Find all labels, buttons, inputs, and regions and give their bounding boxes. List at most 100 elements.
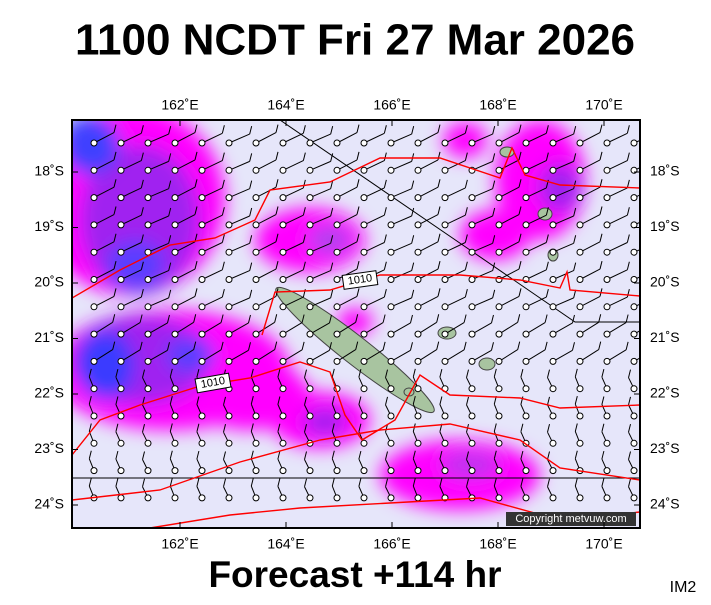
station: [90, 221, 98, 229]
station: [495, 248, 503, 256]
station: [495, 385, 503, 393]
barb-staff: [120, 296, 142, 308]
barb-feather: [492, 180, 496, 189]
barb-feather: [545, 261, 549, 270]
barb-feather: [140, 261, 144, 270]
barb-staff: [606, 187, 628, 199]
barb-staff: [201, 322, 222, 335]
barb-staff: [363, 160, 385, 171]
barb-staff: [498, 349, 518, 362]
barb-feather: [330, 262, 334, 271]
station: [387, 439, 395, 447]
barb-staff: [417, 186, 439, 199]
barb-feather: [358, 450, 362, 460]
barb-feather: [547, 396, 550, 405]
barb-feather: [628, 396, 631, 405]
barb-staff: [444, 132, 466, 144]
station: [387, 412, 395, 420]
barb-staff: [147, 215, 169, 226]
barb-staff: [120, 322, 141, 335]
station: [279, 303, 287, 311]
barb-feather: [520, 369, 524, 378]
barb-feather: [356, 151, 360, 161]
barb-staff: [444, 187, 466, 199]
barb-feather: [599, 260, 603, 270]
barb-feather: [112, 341, 116, 350]
barb-staff: [282, 322, 303, 335]
station: [576, 276, 584, 283]
station: [144, 194, 152, 202]
station: [90, 166, 98, 174]
barb-feather: [142, 369, 145, 378]
barb-feather: [410, 314, 413, 324]
barb-feather: [115, 369, 119, 378]
latitude-label: 19˚S: [650, 218, 680, 234]
barb-feather: [382, 341, 386, 350]
station: [603, 194, 611, 202]
barb-staff: [633, 194, 640, 199]
barb-staff: [147, 188, 169, 199]
barb-feather: [545, 234, 549, 243]
station: [333, 439, 341, 447]
station: [333, 276, 341, 283]
barb-staff: [417, 349, 437, 362]
station: [387, 385, 395, 393]
station: [225, 439, 233, 447]
barb-staff: [606, 242, 628, 253]
barb-feather: [167, 314, 170, 324]
barb-feather: [626, 179, 630, 189]
station: [171, 139, 179, 147]
barb-staff: [363, 187, 385, 199]
station: [360, 494, 368, 502]
station: [252, 385, 260, 393]
barb-feather: [518, 233, 522, 242]
barb-staff: [336, 349, 356, 362]
station: [306, 467, 314, 475]
barb-feather: [383, 261, 387, 270]
barb-feather: [466, 478, 469, 487]
station: [333, 248, 341, 256]
barb-staff: [525, 160, 547, 171]
copyright: Copyright metvuw.com: [515, 513, 626, 525]
station: [603, 139, 611, 147]
barb-staff: [579, 295, 601, 308]
station: [171, 494, 179, 502]
barb-feather: [544, 314, 548, 323]
station: [522, 357, 530, 365]
barb-feather: [223, 424, 226, 433]
barb-staff: [552, 160, 574, 171]
barb-feather: [520, 423, 524, 432]
barb-feather: [221, 179, 225, 189]
barb-staff: [201, 132, 223, 144]
barb-feather: [330, 207, 334, 217]
station: [198, 248, 206, 256]
barb-feather: [304, 478, 307, 487]
station: [252, 139, 260, 147]
barb-feather: [275, 206, 279, 215]
barb-feather: [277, 369, 281, 378]
barb-feather: [167, 342, 170, 351]
station: [252, 221, 260, 229]
station: [603, 276, 611, 283]
barb-feather: [168, 153, 172, 162]
latitude-label: 20˚S: [34, 274, 64, 290]
barb-feather: [599, 206, 603, 215]
station: [414, 194, 422, 202]
latitude-label: 19˚S: [34, 218, 64, 234]
barb-staff: [606, 322, 627, 335]
barb-feather: [463, 314, 467, 323]
barb-feather: [464, 234, 468, 243]
station: [522, 194, 530, 202]
barb-feather: [194, 179, 198, 188]
barb-staff: [93, 268, 115, 280]
barb-staff: [552, 270, 574, 280]
station: [414, 412, 422, 420]
station: [387, 330, 395, 338]
station: [576, 494, 584, 502]
station: [333, 467, 341, 475]
barb-feather: [304, 424, 307, 433]
station: [252, 276, 260, 283]
station: [495, 412, 503, 420]
station: [630, 467, 638, 475]
station: [387, 303, 395, 311]
